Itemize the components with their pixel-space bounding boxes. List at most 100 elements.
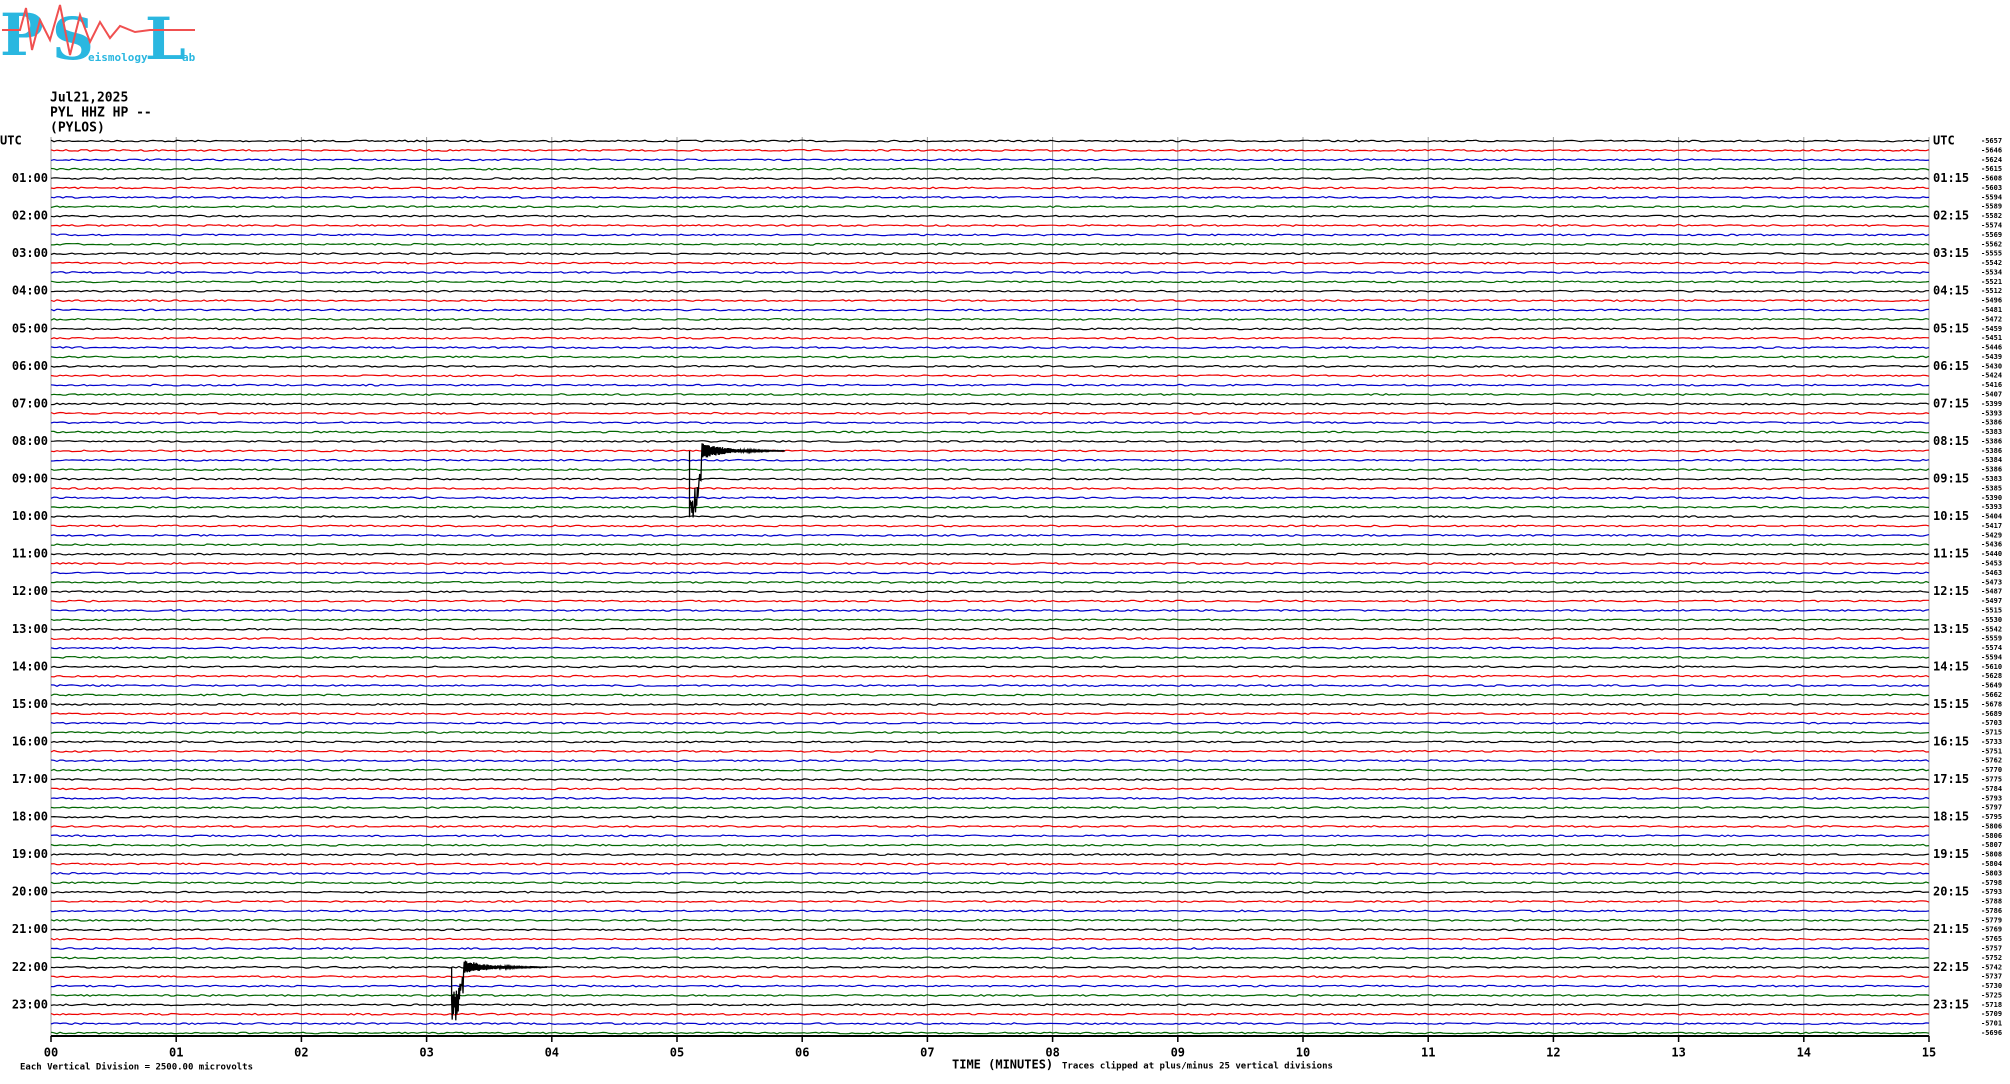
trace — [50, 449, 1930, 453]
trace — [50, 533, 1930, 537]
trace-offset: -5424 — [1981, 372, 2002, 380]
station: PYL HHZ HP -- — [50, 106, 152, 121]
trace-offset: -5804 — [1981, 860, 2002, 868]
hour-label-left: 13:00 — [12, 622, 48, 636]
trace — [50, 280, 1930, 284]
trace — [50, 787, 1930, 791]
trace-offset: -5795 — [1981, 813, 2002, 821]
trace — [50, 768, 1930, 772]
trace-offset: -5440 — [1981, 550, 2002, 558]
hour-label-right: 03:15 — [1933, 246, 1969, 260]
x-tick-label: 11 — [1421, 1046, 1435, 1060]
trace — [50, 609, 1930, 612]
hour-label-right: 07:15 — [1933, 396, 1969, 410]
hour-label-right: 10:15 — [1933, 509, 1969, 523]
hour-label-right: 16:15 — [1933, 734, 1969, 748]
logo-l: L — [145, 5, 186, 73]
trace — [50, 1012, 1930, 1016]
trace-offset: -5436 — [1981, 541, 2002, 549]
trace-offset: -5459 — [1981, 325, 2002, 333]
x-tick-label: 00 — [44, 1046, 58, 1060]
trace-offset: -5496 — [1981, 297, 2002, 305]
trace-offset: -5393 — [1981, 503, 2002, 511]
x-tick-label: 01 — [169, 1046, 183, 1060]
trace-offset: -5615 — [1981, 165, 2002, 173]
trace — [50, 195, 1930, 199]
trace — [50, 515, 1929, 519]
trace-offset: -5386 — [1981, 437, 2002, 445]
trace-offset: -5797 — [1981, 804, 2002, 812]
trace — [50, 778, 1930, 781]
division-note: Each Vertical Division = 2500.00 microvo… — [20, 1062, 253, 1073]
trace-offset: -5589 — [1981, 203, 2002, 211]
hour-label-left: 15:00 — [12, 697, 48, 711]
trace-offset: -5542 — [1981, 259, 2002, 267]
hour-label-right: 11:15 — [1933, 547, 1969, 561]
hour-label-right: 02:15 — [1933, 209, 1969, 223]
hour-label-left: 07:00 — [12, 396, 48, 410]
trace-offset: -5793 — [1981, 794, 2002, 802]
hour-label-right: 15:15 — [1933, 697, 1969, 711]
trace-offset: -5779 — [1981, 916, 2002, 924]
trace-offset: -5703 — [1981, 719, 2002, 727]
trace-offset: -5757 — [1981, 944, 2002, 952]
hour-label-left: 03:00 — [12, 246, 48, 260]
trace — [50, 355, 1930, 359]
trace-offset: -5542 — [1981, 625, 2002, 633]
trace — [50, 440, 1930, 443]
trace — [50, 383, 1930, 387]
trace — [50, 843, 1930, 847]
trace — [50, 317, 1930, 321]
x-label: TIME (MINUTES) — [952, 1058, 1053, 1072]
trace — [50, 336, 1930, 340]
x-tick-label: 04 — [545, 1046, 559, 1060]
trace — [50, 477, 1930, 481]
logo-ab: ab — [182, 51, 196, 64]
trace — [50, 824, 1930, 828]
trace-offset: -5562 — [1981, 240, 2002, 248]
x-tick-label: 08 — [1045, 1046, 1059, 1060]
trace — [50, 505, 1930, 509]
hour-label-right: 20:15 — [1933, 885, 1969, 899]
hour-label-right: 01:15 — [1933, 171, 1969, 185]
trace — [50, 853, 1930, 857]
trace-offset: -5481 — [1981, 306, 2002, 314]
trace — [50, 618, 1930, 622]
trace — [50, 421, 1930, 425]
trace — [50, 458, 1930, 462]
trace — [50, 346, 1930, 350]
x-tick-label: 14 — [1797, 1046, 1811, 1060]
trace — [50, 224, 1930, 227]
logo: P S L eismology ab — [0, 1, 196, 73]
trace — [50, 947, 1930, 950]
hour-label-left: 11:00 — [12, 547, 48, 561]
trace-offset: -5497 — [1981, 597, 2002, 605]
trace-offset: -5762 — [1981, 757, 2002, 765]
trace-offset: -5701 — [1981, 1020, 2002, 1028]
trace — [50, 975, 1930, 979]
hour-label-left: 23:00 — [12, 997, 48, 1011]
trace-offset: -5473 — [1981, 578, 2002, 586]
trace-offset: -5730 — [1981, 982, 2002, 990]
trace — [50, 909, 1930, 913]
hour-label-left: UTC — [0, 134, 22, 148]
trace-offset: -5594 — [1981, 193, 2002, 201]
trace — [50, 890, 1929, 894]
trace-offset: -5574 — [1981, 222, 2002, 230]
trace — [51, 524, 1930, 528]
hour-label-right: 05:15 — [1933, 321, 1969, 335]
trace-offset: -5430 — [1981, 362, 2002, 370]
trace-offset: -5793 — [1981, 888, 2002, 896]
trace-offset: -5769 — [1981, 926, 2002, 934]
hour-label-left: 06:00 — [12, 359, 48, 373]
trace-offset: -5582 — [1981, 212, 2002, 220]
trace-offset: -5603 — [1981, 184, 2002, 192]
trace — [50, 956, 1930, 960]
trace-offset: -5416 — [1981, 381, 2002, 389]
hour-label-left: 21:00 — [12, 922, 48, 936]
hour-label-left: 19:00 — [12, 847, 48, 861]
trace-offset: -5803 — [1981, 869, 2002, 877]
trace — [50, 552, 1930, 556]
trace-offset: -5521 — [1981, 278, 2002, 286]
